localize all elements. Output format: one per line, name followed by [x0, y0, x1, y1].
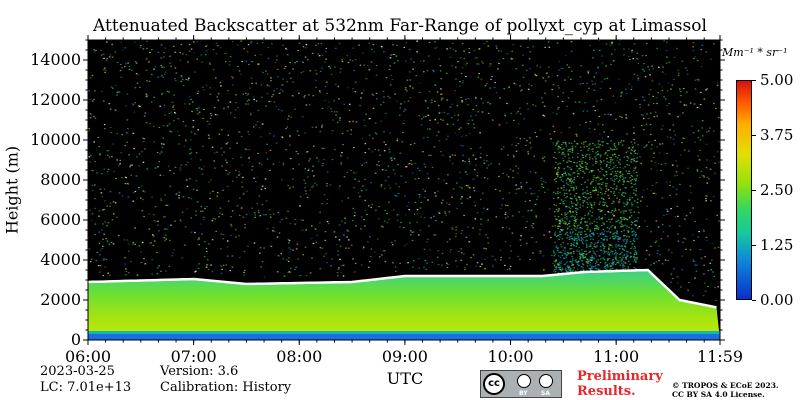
colorbar-tick-label: 0.00 [760, 291, 794, 309]
preliminary-line-2: Results. [577, 384, 636, 399]
y-tick-label: 8000 [40, 170, 81, 189]
plot-area [88, 40, 720, 340]
colorbar-tick [752, 135, 756, 136]
colorbar-tick-label: 1.25 [760, 236, 794, 254]
noise-layer [88, 40, 720, 301]
x-tick-label: 08:00 [276, 347, 322, 366]
x-tick-label: 10:00 [487, 347, 533, 366]
near-surface-band [88, 334, 720, 340]
colorbar-tick [752, 300, 756, 301]
colorbar-tick-label: 5.00 [760, 71, 794, 89]
y-tick-label: 6000 [40, 210, 81, 229]
colorbar-tick-label: 3.75 [760, 126, 794, 144]
sa-label: SA [541, 390, 550, 397]
heatmap-svg [88, 40, 720, 340]
x-tick-label: 11:00 [593, 347, 639, 366]
preliminary-line-1: Preliminary [577, 369, 663, 384]
y-tick-label: 14000 [30, 50, 81, 69]
by-label: BY [519, 390, 528, 397]
colorbar-tick [752, 245, 756, 246]
footer-calibration: Calibration: History [160, 380, 292, 395]
sa-icon [539, 374, 553, 388]
colorbar-unit: Mm⁻¹ * sr⁻¹ [722, 46, 788, 59]
colorbar-tick-label: 2.50 [760, 181, 794, 199]
colorbar-tick [752, 190, 756, 191]
plot-frame [87, 39, 721, 341]
y-tick-label: 10000 [30, 130, 81, 149]
boundary-layer-top [88, 268, 717, 309]
y-tick-label: 0 [71, 330, 81, 349]
copyright-line-2: CC BY SA 4.0 License. [672, 390, 765, 399]
preliminary-notice: Preliminary Results. [577, 369, 663, 399]
x-tick-label: 06:00 [65, 347, 111, 366]
colorbar-tick [752, 80, 756, 81]
chart-title: Attenuated Backscatter at 532nm Far-Rang… [93, 16, 707, 36]
cc-license-badge: cc BY SA [480, 370, 562, 398]
y-tick-label: 2000 [40, 290, 81, 309]
cc-icon: cc [483, 373, 505, 395]
near-surface-transition [88, 331, 720, 334]
y-tick-label: 12000 [30, 90, 81, 109]
x-tick-label: 07:00 [171, 347, 217, 366]
boundary-layer [88, 270, 720, 340]
footer-date: 2023-03-25 [40, 364, 115, 379]
x-tick-label: 11:59 [697, 347, 743, 366]
y-tick-label: 4000 [40, 250, 81, 269]
by-icon [517, 374, 531, 388]
copyright-line-1: © TROPOS & ECoE 2023. [672, 381, 779, 390]
x-tick-label: 09:00 [382, 347, 428, 366]
footer-version: Version: 3.6 [160, 364, 239, 379]
footer-lc: LC: 7.01e+13 [40, 380, 132, 395]
copyright-notice: © TROPOS & ECoE 2023. CC BY SA 4.0 Licen… [672, 381, 779, 399]
colorbar [736, 80, 752, 300]
x-axis-label: UTC [387, 369, 423, 388]
